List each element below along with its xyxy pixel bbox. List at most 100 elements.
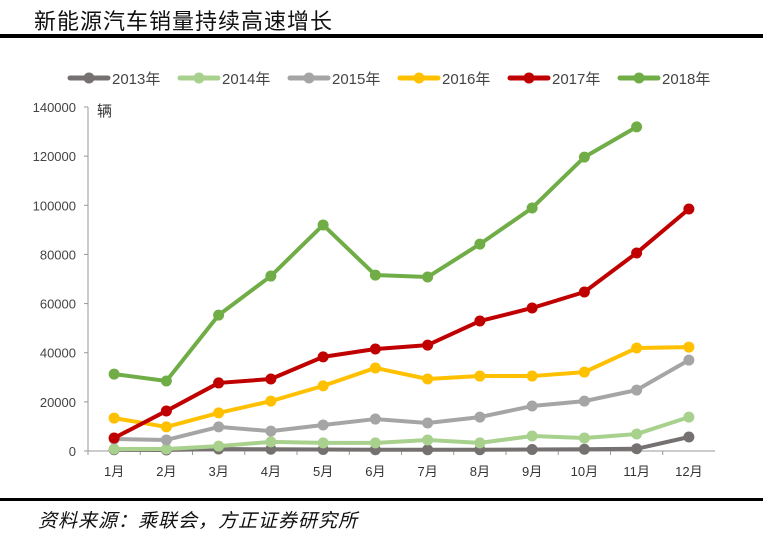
data-point [683,411,695,423]
data-point [474,315,486,327]
data-point [213,377,225,389]
data-point [683,354,695,366]
data-point [526,400,538,412]
x-tick-label: 11月 [623,464,650,479]
data-point [422,417,434,429]
footer-divider [0,498,763,501]
data-point [631,121,643,133]
x-tick-label: 6月 [365,464,385,479]
y-tick-label: 120000 [33,149,76,164]
data-point [369,343,381,355]
legend-marker [193,72,205,84]
data-point [160,421,172,433]
data-point [474,437,486,449]
y-tick-label: 20000 [40,395,76,410]
data-point [526,444,538,456]
x-tick-label: 4月 [261,464,281,479]
data-point [631,342,643,354]
data-point [317,219,329,231]
data-point [526,202,538,214]
series-line-2018年 [113,125,638,383]
data-point [631,384,643,396]
data-point [213,421,225,433]
x-tick-label: 3月 [209,464,229,479]
y-tick-label: 140000 [33,100,76,115]
legend-label: 2016年 [442,71,490,88]
legend-label: 2013年 [112,71,160,88]
data-point [317,380,329,392]
data-point [422,434,434,446]
title-divider [0,34,763,38]
data-point [578,443,590,455]
data-point [474,238,486,250]
data-point [317,419,329,431]
x-tick-label: 12月 [675,464,702,479]
y-tick-label: 60000 [40,297,76,312]
data-point [683,203,695,215]
data-point [265,425,277,437]
series-line-2016年 [113,345,689,429]
series-line-2014年 [114,415,690,452]
data-point [160,434,172,446]
data-point [631,428,643,440]
y-tick-label: 100000 [33,198,76,213]
data-point [213,309,225,321]
y-axis-label: 辆 [97,103,112,120]
legend-label: 2015年 [332,71,380,88]
source-note: 资料来源：乘联会，方正证券研究所 [38,510,359,532]
y-tick-label: 40000 [40,346,76,361]
data-point [683,431,695,443]
data-point [265,270,277,282]
x-tick-label: 1月 [104,464,124,479]
data-point [631,247,643,259]
data-point [108,432,120,444]
x-tick-label: 10月 [571,464,598,479]
data-point [422,444,434,456]
data-point [160,443,172,455]
data-point [213,440,225,452]
x-tick-label: 8月 [470,464,490,479]
data-point [683,341,695,353]
data-point [474,370,486,382]
data-point [265,373,277,385]
data-point [578,395,590,407]
data-point [422,339,434,351]
data-point [578,151,590,163]
legend-label: 2014年 [222,71,270,88]
data-point [160,405,172,417]
data-point [108,368,120,380]
data-point [265,436,277,448]
x-tick-label: 9月 [522,464,542,479]
legend-marker [523,72,535,84]
data-point [474,411,486,423]
data-point [578,432,590,444]
x-tick-label: 2月 [156,464,176,479]
y-tick-label: 80000 [40,247,76,262]
data-point [526,370,538,382]
data-point [422,373,434,385]
data-point [526,430,538,442]
data-point [369,413,381,425]
data-point [317,351,329,363]
data-point [265,395,277,407]
data-point [578,366,590,378]
data-point [369,269,381,281]
data-point [369,362,381,374]
chart-title: 新能源汽车销量持续高速增长 [34,10,334,35]
series-line-2015年 [114,358,690,442]
data-point [369,437,381,449]
data-point [108,443,120,455]
legend-marker [633,72,645,84]
x-tick-label: 5月 [313,464,333,479]
series-line-2013年 [114,435,690,453]
data-point [578,286,590,298]
data-point [317,437,329,449]
data-point [160,375,172,387]
x-tick-label: 7月 [418,464,438,479]
y-tick-label: 0 [69,444,76,459]
series-line-2017年 [113,207,691,440]
legend-label: 2017年 [552,71,600,88]
data-point [631,443,643,455]
